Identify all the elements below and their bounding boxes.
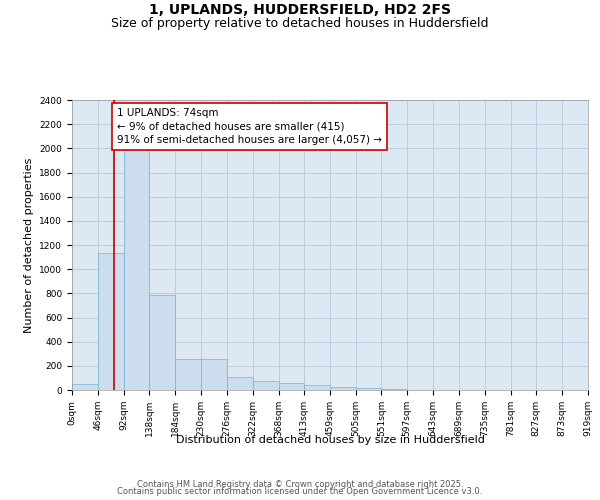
Bar: [278, 383, 304, 390]
Bar: [330, 387, 356, 390]
Bar: [98, 254, 124, 390]
Bar: [227, 376, 253, 390]
Bar: [201, 359, 227, 390]
Bar: [72, 384, 98, 390]
Text: 1, UPLANDS, HUDDERSFIELD, HD2 2FS: 1, UPLANDS, HUDDERSFIELD, HD2 2FS: [149, 2, 451, 16]
Bar: [253, 381, 278, 390]
Y-axis label: Number of detached properties: Number of detached properties: [24, 158, 34, 332]
Bar: [356, 388, 382, 390]
Bar: [175, 358, 201, 390]
Text: Contains HM Land Registry data © Crown copyright and database right 2025.: Contains HM Land Registry data © Crown c…: [137, 480, 463, 489]
Bar: [124, 142, 149, 390]
Text: Contains public sector information licensed under the Open Government Licence v3: Contains public sector information licen…: [118, 488, 482, 496]
Text: Size of property relative to detached houses in Huddersfield: Size of property relative to detached ho…: [111, 18, 489, 30]
Bar: [149, 294, 175, 390]
Text: Distribution of detached houses by size in Huddersfield: Distribution of detached houses by size …: [176, 435, 484, 445]
Text: 1 UPLANDS: 74sqm
← 9% of detached houses are smaller (415)
91% of semi-detached : 1 UPLANDS: 74sqm ← 9% of detached houses…: [117, 108, 382, 145]
Bar: [304, 384, 330, 390]
